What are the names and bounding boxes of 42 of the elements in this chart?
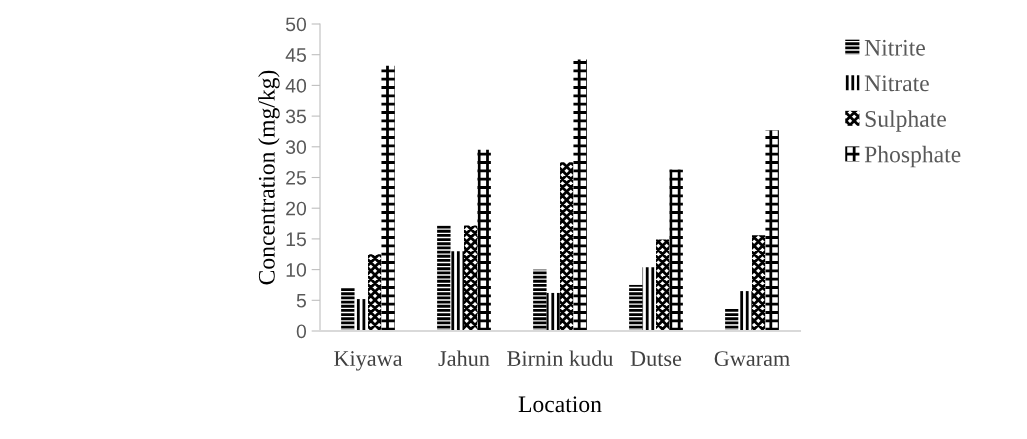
bar: [341, 287, 355, 331]
bar: [642, 267, 656, 331]
bar: [546, 292, 560, 331]
bar: [629, 284, 643, 331]
bar: [354, 299, 368, 331]
y-tick-label: 10: [286, 263, 307, 277]
legend-label: Nitrate: [864, 75, 929, 92]
bar: [368, 254, 382, 331]
bar: [752, 235, 766, 331]
bar: [381, 65, 395, 331]
bar: [725, 308, 739, 331]
bar: [464, 225, 478, 331]
bar: [656, 239, 670, 331]
x-tick-label: Jahun: [438, 350, 490, 367]
legend-label: Sulphate: [865, 110, 946, 132]
bar: [533, 269, 547, 331]
y-tick-label: 15: [286, 232, 306, 247]
y-tick-label: 30: [285, 140, 307, 155]
x-tick-label: Dutse: [630, 351, 682, 367]
bar: [450, 251, 464, 331]
bar: [669, 169, 683, 331]
y-tick-label: 5: [296, 293, 306, 308]
y-tick-label: 45: [285, 48, 306, 62]
bar: [573, 59, 587, 331]
bar: [765, 130, 779, 331]
legend-label: Nitrite: [864, 39, 925, 56]
x-axis-title: Location: [518, 396, 602, 413]
legend-label: Phosphate: [864, 145, 961, 168]
x-tick-label: Kiyawa: [334, 351, 403, 371]
y-tick-label: 0: [296, 324, 307, 339]
y-tick-label: 25: [286, 170, 306, 185]
bar: [738, 291, 752, 331]
y-tick-label: 50: [285, 17, 307, 32]
x-tick-label: Gwaram: [714, 351, 790, 367]
bar: [437, 225, 451, 331]
y-tick-label: 40: [285, 78, 307, 93]
x-tick-label: Birnin kudu: [507, 350, 614, 367]
y-axis-title: Concentration (mg/kg): [258, 70, 280, 285]
bar: [560, 162, 574, 331]
y-tick-label: 20: [286, 201, 307, 216]
y-tick-label: 35: [285, 109, 306, 124]
bar: [477, 149, 491, 331]
